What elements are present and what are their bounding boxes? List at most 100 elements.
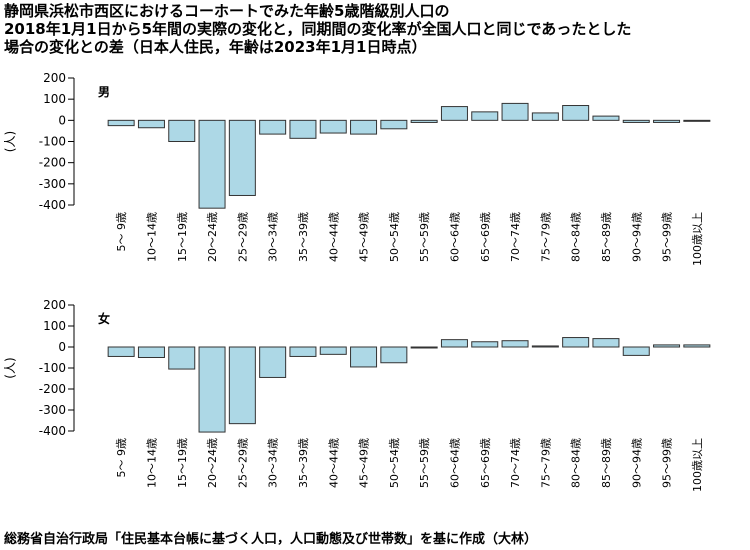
y-axis-label: (人) (3, 357, 17, 378)
x-tick-label: 40～44歳 (327, 212, 340, 262)
bar (653, 344, 681, 348)
x-tick-label: 5～ 9歳 (115, 438, 128, 478)
x-tick-label: 65～69歳 (479, 438, 492, 488)
source-caption: 総務省自治行政局「住民基本台帳に基づく人口，人口動態及び世帯数」を基に作成（大林… (4, 532, 538, 547)
y-tick-label: -200 (39, 382, 66, 396)
bar (380, 346, 408, 364)
y-axis-label: (人) (3, 131, 17, 152)
bar (562, 105, 590, 121)
bar (440, 339, 468, 348)
x-tick-label: 10～14歳 (145, 438, 158, 488)
x-tick-label: 80～84歳 (570, 212, 583, 262)
bar (319, 346, 347, 355)
x-tick-label: 100歳以上 (691, 438, 704, 492)
bar (380, 119, 408, 130)
bar (683, 344, 711, 348)
x-tick-label: 95～99歳 (661, 438, 674, 488)
bar (471, 111, 499, 121)
bar (410, 346, 438, 349)
bar (471, 341, 499, 348)
bar (228, 119, 256, 196)
x-tick-label: 15～19歳 (176, 438, 189, 488)
x-tick-label: 60～64歳 (448, 438, 461, 488)
bar (622, 119, 650, 123)
bar (501, 102, 529, 121)
panel-label: 女 (98, 311, 110, 326)
bar (168, 119, 196, 143)
x-tick-label: 50～54歳 (388, 438, 401, 488)
x-tick-label: 70～74歳 (509, 438, 522, 488)
x-tick-label: 65～69歳 (479, 212, 492, 262)
x-tick-label: 35～39歳 (297, 438, 310, 488)
bar (683, 119, 711, 122)
bar (531, 112, 559, 121)
x-tick-label: 5～ 9歳 (115, 212, 128, 252)
bar (289, 346, 317, 357)
chart-title: 静岡県浜松市西区におけるコーホートでみた年齢5歳階級別人口の 2018年1月1日… (4, 2, 632, 56)
bar (592, 115, 620, 121)
x-tick-label: 20～24歳 (206, 212, 219, 262)
bar (350, 119, 378, 135)
x-tick-label: 10～14歳 (145, 212, 158, 262)
x-tick-label: 55～59歳 (418, 212, 431, 262)
y-tick-label: -400 (39, 198, 66, 212)
bar (622, 346, 650, 356)
y-tick-label: 100 (43, 319, 66, 333)
panel-label: 男 (98, 85, 110, 99)
x-tick-label: 80～84歳 (570, 438, 583, 488)
x-tick-label: 60～64歳 (448, 212, 461, 262)
bar (350, 346, 378, 368)
x-tick-label: 75～79歳 (539, 212, 552, 262)
bar (319, 119, 347, 134)
x-tick-label: 55～59歳 (418, 438, 431, 488)
x-tick-label: 50～54歳 (388, 212, 401, 262)
y-tick-label: -100 (39, 361, 66, 375)
x-tick-label: 30～34歳 (267, 438, 280, 488)
x-tick-label: 90～94歳 (630, 438, 643, 488)
x-tick-label: 40～44歳 (327, 438, 340, 488)
y-tick-label: 0 (58, 113, 66, 127)
x-tick-label: 100歳以上 (691, 212, 704, 266)
bar (198, 346, 226, 433)
y-tick-label: 200 (43, 71, 66, 85)
bar (259, 119, 287, 135)
bar (107, 346, 135, 357)
bar (562, 337, 590, 348)
bar (137, 119, 165, 129)
bar (440, 106, 468, 121)
bar (137, 346, 165, 358)
y-tick-label: -200 (39, 156, 66, 170)
x-tick-label: 35～39歳 (297, 212, 310, 262)
x-tick-label: 45～49歳 (358, 438, 371, 488)
y-tick-label: -400 (39, 424, 66, 438)
bar (259, 346, 287, 378)
bar (531, 345, 559, 348)
x-tick-label: 75～79歳 (539, 438, 552, 488)
x-tick-label: 70～74歳 (509, 212, 522, 262)
y-tick-label: 200 (43, 298, 66, 312)
x-tick-label: 45～49歳 (358, 212, 371, 262)
x-tick-label: 15～19歳 (176, 212, 189, 262)
y-tick-label: -300 (39, 403, 66, 417)
x-tick-label: 20～24歳 (206, 438, 219, 488)
y-tick-label: 0 (58, 340, 66, 354)
bar (289, 119, 317, 139)
bar (107, 119, 135, 127)
x-tick-label: 90～94歳 (630, 212, 643, 262)
x-tick-label: 95～99歳 (661, 212, 674, 262)
x-tick-label: 25～29歳 (236, 438, 249, 488)
y-tick-label: 100 (43, 92, 66, 106)
x-tick-label: 85～89歳 (600, 438, 613, 488)
y-tick-label: -100 (39, 135, 66, 149)
x-tick-label: 30～34歳 (267, 212, 280, 262)
bar (228, 346, 256, 425)
bar (501, 340, 529, 348)
bar (653, 119, 681, 123)
bar (168, 346, 196, 370)
y-tick-label: -300 (39, 177, 66, 191)
bar (198, 119, 226, 209)
x-tick-label: 25～29歳 (236, 212, 249, 262)
bar (592, 338, 620, 348)
x-tick-label: 85～89歳 (600, 212, 613, 262)
